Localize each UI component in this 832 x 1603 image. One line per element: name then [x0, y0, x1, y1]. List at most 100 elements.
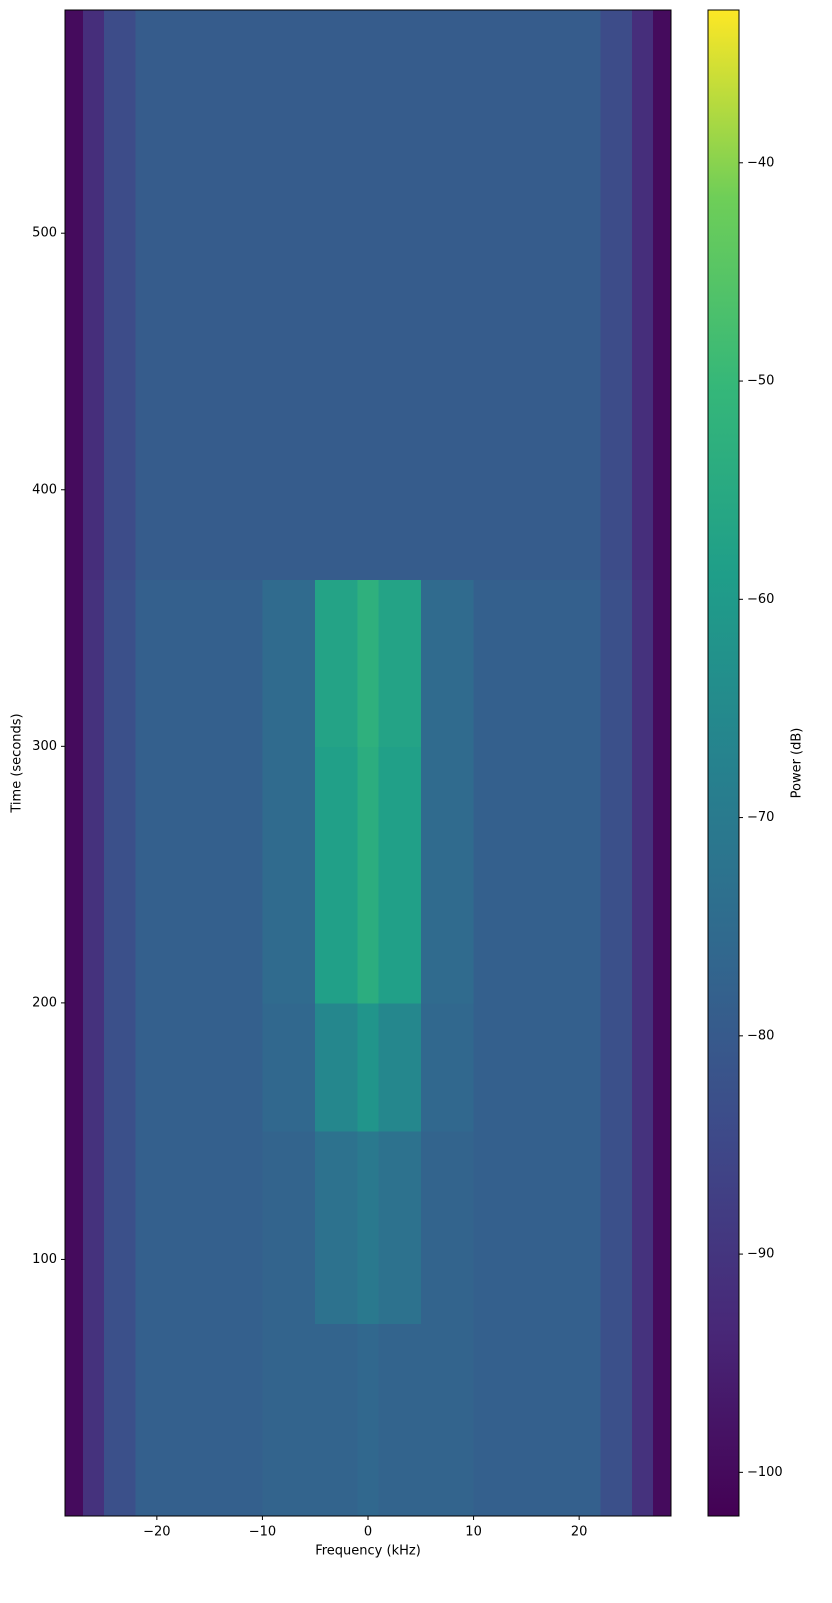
- heatmap-cell: [378, 746, 422, 1004]
- heatmap-cell: [631, 1323, 654, 1517]
- heatmap-cell: [262, 1131, 316, 1325]
- heatmap-cell: [104, 10, 137, 581]
- heatmap-cell: [135, 579, 263, 747]
- y-tick-label: 300: [32, 739, 57, 754]
- heatmap-cell: [378, 579, 422, 747]
- colorbar-tick-label: −80: [747, 1028, 774, 1043]
- heatmap-cell: [262, 746, 316, 1004]
- heatmap-cell: [600, 1323, 633, 1517]
- heatmap-cell: [65, 10, 84, 581]
- heatmap-cell: [420, 579, 475, 747]
- x-axis-label: Frequency (kHz): [315, 1544, 421, 1559]
- heatmap-cell: [82, 10, 105, 581]
- heatmap-cell: [262, 579, 316, 747]
- heatmap-cell: [378, 10, 422, 581]
- heatmap-cell: [357, 1131, 380, 1325]
- colorbar-tick-label: −90: [747, 1247, 774, 1262]
- heatmap-cell: [82, 1131, 105, 1325]
- heatmap-cell: [600, 1002, 633, 1132]
- heatmap-cell: [262, 1002, 316, 1132]
- heatmap-cell: [104, 579, 137, 747]
- heatmap-cell: [104, 1131, 137, 1325]
- heatmap-cell: [473, 1323, 601, 1517]
- y-axis-label: Time (seconds): [10, 713, 25, 813]
- heatmap-cell: [631, 746, 654, 1004]
- heatmap-cell: [82, 579, 105, 747]
- heatmap-cell: [65, 1323, 84, 1517]
- heatmap-cell: [82, 746, 105, 1004]
- heatmap-cell: [135, 746, 263, 1004]
- colorbar: [707, 9, 740, 1517]
- heatmap-cell: [357, 746, 380, 1004]
- y-tick-label: 500: [32, 226, 57, 241]
- heatmap-cell: [378, 1002, 422, 1132]
- heatmap: [65, 10, 672, 1517]
- heatmap-cell: [357, 1002, 380, 1132]
- heatmap-cell: [420, 746, 475, 1004]
- heatmap-cell: [135, 10, 263, 581]
- heatmap-cell: [473, 1002, 601, 1132]
- x-tick-label: −20: [143, 1525, 170, 1540]
- heatmap-cell: [600, 10, 633, 581]
- heatmap-cell: [631, 579, 654, 747]
- x-tick-label: 10: [465, 1525, 482, 1540]
- heatmap-cell: [473, 1131, 601, 1325]
- heatmap-cell: [653, 579, 672, 747]
- heatmap-cell: [315, 1131, 358, 1325]
- heatmap-cell: [653, 746, 672, 1004]
- colorbar-tick-label: −100: [747, 1465, 783, 1480]
- y-tick-label: 100: [32, 1252, 57, 1267]
- heatmap-cell: [631, 10, 654, 581]
- heatmap-cell: [600, 1131, 633, 1325]
- heatmap-cell: [473, 10, 601, 581]
- x-tick-label: 20: [571, 1525, 588, 1540]
- x-tick-label: −10: [249, 1525, 276, 1540]
- heatmap-cell: [65, 579, 84, 747]
- heatmap-cell: [378, 1323, 422, 1517]
- heatmap-cell: [420, 10, 475, 581]
- x-tick-label: 0: [364, 1525, 372, 1540]
- colorbar-tick-label: −50: [747, 374, 774, 389]
- heatmap-cell: [473, 579, 601, 747]
- heatmap-cell: [135, 1131, 263, 1325]
- heatmap-cell: [378, 1131, 422, 1325]
- heatmap-cell: [631, 1131, 654, 1325]
- heatmap-cell: [315, 1002, 358, 1132]
- colorbar-label: Power (dB): [790, 728, 805, 799]
- heatmap-cell: [631, 1002, 654, 1132]
- heatmap-cell: [104, 1323, 137, 1517]
- heatmap-cell: [315, 746, 358, 1004]
- heatmap-cell: [357, 10, 380, 581]
- heatmap-cell: [357, 1323, 380, 1517]
- heatmap-cell: [315, 579, 358, 747]
- heatmap-cell: [82, 1002, 105, 1132]
- heatmap-cell: [104, 1002, 137, 1132]
- heatmap-cell: [653, 1323, 672, 1517]
- heatmap-cell: [104, 746, 137, 1004]
- heatmap-cell: [600, 579, 633, 747]
- heatmap-cell: [357, 579, 380, 747]
- heatmap-cell: [135, 1002, 263, 1132]
- heatmap-cell: [420, 1002, 475, 1132]
- heatmap-cell: [473, 746, 601, 1004]
- heatmap-cell: [262, 1323, 316, 1517]
- heatmap-cell: [600, 746, 633, 1004]
- heatmap-cell: [653, 1131, 672, 1325]
- heatmap-cell: [65, 1002, 84, 1132]
- heatmap-cell: [653, 1002, 672, 1132]
- heatmap-cell: [420, 1323, 475, 1517]
- y-tick-label: 200: [32, 995, 57, 1010]
- heatmap-cell: [135, 1323, 263, 1517]
- colorbar-tick-label: −40: [747, 155, 774, 170]
- heatmap-cell: [65, 746, 84, 1004]
- y-tick-label: 400: [32, 482, 57, 497]
- heatmap-cell: [653, 10, 672, 581]
- heatmap-cell: [420, 1131, 475, 1325]
- heatmap-cell: [315, 1323, 358, 1517]
- colorbar-tick-label: −60: [747, 592, 774, 607]
- heatmap-cell: [262, 10, 316, 581]
- colorbar-tick-label: −70: [747, 810, 774, 825]
- heatmap-cell: [82, 1323, 105, 1517]
- heatmap-cell: [315, 10, 358, 581]
